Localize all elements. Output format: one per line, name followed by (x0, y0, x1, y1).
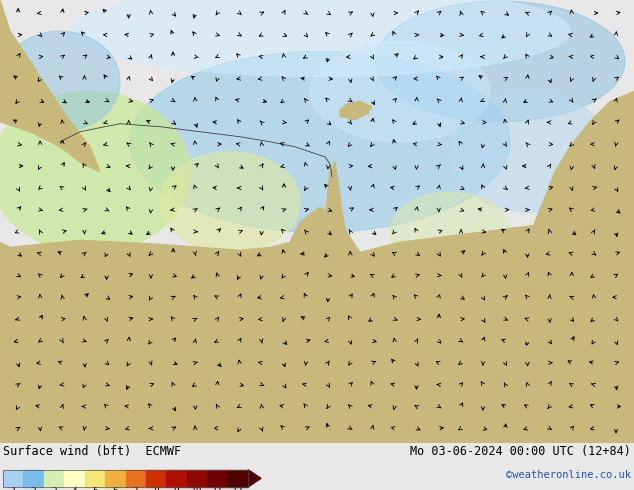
Bar (64, 470, 85, 487)
Ellipse shape (390, 192, 510, 272)
Polygon shape (340, 101, 372, 120)
Ellipse shape (70, 0, 570, 76)
Text: Surface wind (bft)  ECMWF: Surface wind (bft) ECMWF (3, 445, 181, 459)
Text: 5: 5 (92, 488, 98, 490)
Ellipse shape (130, 51, 510, 232)
Text: 7: 7 (133, 488, 139, 490)
Text: 6: 6 (112, 488, 118, 490)
Text: 1: 1 (10, 488, 16, 490)
Bar (166, 470, 187, 487)
Text: 2: 2 (31, 488, 37, 490)
Bar (228, 470, 248, 487)
Bar (3, 470, 248, 487)
Bar (3, 470, 23, 487)
Polygon shape (248, 470, 261, 487)
Polygon shape (326, 162, 345, 243)
Polygon shape (0, 0, 100, 172)
Bar (105, 470, 126, 487)
Ellipse shape (160, 152, 300, 252)
Bar (44, 470, 64, 487)
Text: ©weatheronline.co.uk: ©weatheronline.co.uk (506, 470, 631, 480)
Text: 11: 11 (212, 488, 223, 490)
Bar (207, 470, 228, 487)
Bar (126, 470, 146, 487)
Ellipse shape (310, 41, 490, 142)
Text: 3: 3 (51, 488, 57, 490)
Bar (187, 470, 207, 487)
Polygon shape (500, 92, 634, 443)
Text: 9: 9 (174, 488, 179, 490)
Text: 8: 8 (153, 488, 159, 490)
Bar (23, 470, 44, 487)
Ellipse shape (0, 92, 190, 252)
Ellipse shape (271, 272, 319, 423)
Polygon shape (0, 207, 634, 443)
Text: Mo 03-06-2024 00:00 UTC (12+84): Mo 03-06-2024 00:00 UTC (12+84) (410, 445, 631, 459)
Ellipse shape (0, 31, 120, 132)
Ellipse shape (450, 92, 610, 212)
Text: 10: 10 (191, 488, 203, 490)
Text: 4: 4 (72, 488, 77, 490)
Ellipse shape (375, 1, 625, 122)
Ellipse shape (260, 268, 340, 439)
Bar (85, 470, 105, 487)
Polygon shape (280, 243, 320, 313)
Bar (146, 470, 166, 487)
Text: 12: 12 (232, 488, 243, 490)
